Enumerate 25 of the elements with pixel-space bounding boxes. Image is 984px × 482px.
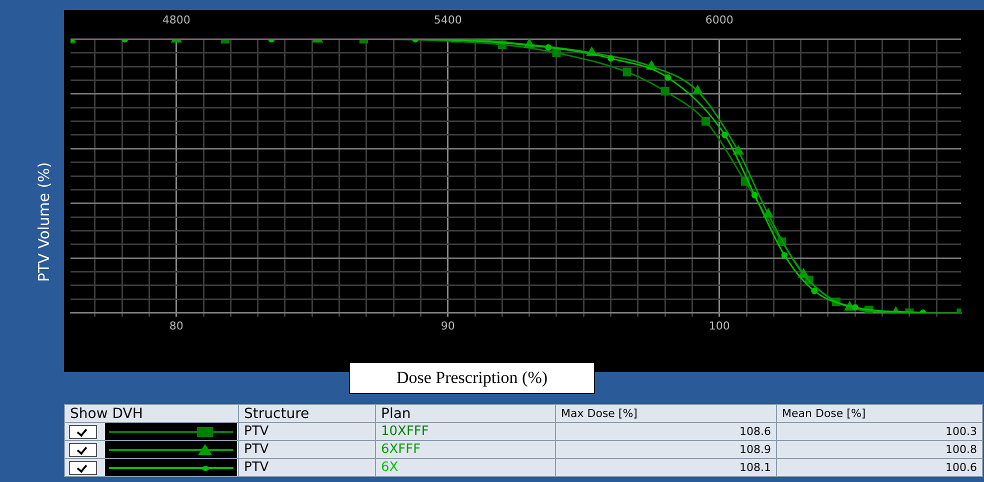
- text: Structure: [238, 404, 376, 422]
- x-tick-label: 80: [169, 319, 184, 332]
- y-axis-title: PTV Volume (%): [35, 162, 53, 282]
- x-tick-label: 100: [708, 319, 730, 332]
- text: 6XFFF: [376, 440, 556, 458]
- text: 6X: [376, 458, 556, 476]
- text: Plan: [376, 404, 556, 422]
- x2-tick-label: 5400: [434, 13, 462, 26]
- x2-tick-label: 4800: [162, 13, 190, 26]
- x-tick-label: 90: [440, 319, 455, 332]
- text: 100.6: [776, 458, 982, 476]
- x2-tick-label: 6000: [705, 13, 734, 26]
- x-axis-title: Dose Prescription (%): [349, 362, 595, 394]
- text: 108.1: [556, 458, 776, 476]
- text: 100.3: [776, 422, 982, 440]
- text: 100.8: [776, 440, 982, 458]
- text: Show DVH: [64, 404, 238, 422]
- text: PTV: [238, 458, 376, 476]
- text: PTV: [238, 422, 376, 440]
- text: Max Dose [%]: [556, 404, 776, 422]
- text: Mean Dose [%]: [776, 404, 982, 422]
- text: 108.9: [556, 440, 776, 458]
- text: 10XFFF: [376, 422, 556, 440]
- text: 108.6: [556, 422, 776, 440]
- text: PTV: [238, 440, 376, 458]
